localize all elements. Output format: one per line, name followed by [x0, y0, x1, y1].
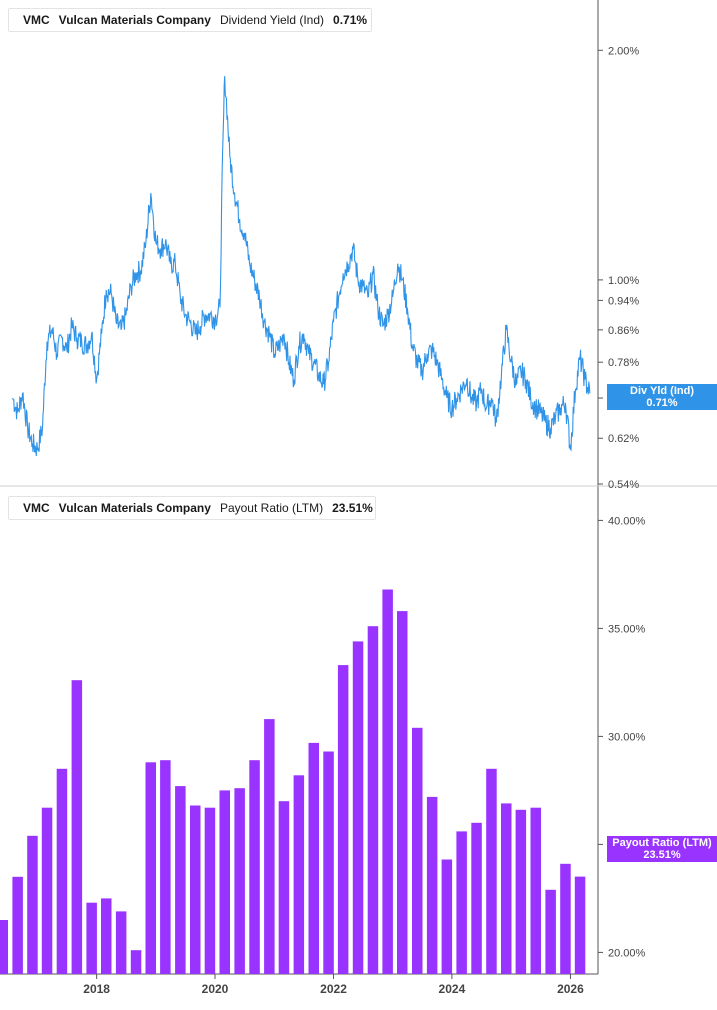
payout-bar [530, 807, 541, 974]
payout-bar [0, 920, 8, 974]
payout-bar [441, 859, 453, 974]
y-tick-label: 30.00% [608, 731, 646, 743]
bottom-legend: VMC Vulcan Materials Company Payout Rati… [8, 496, 376, 520]
payout-bar [219, 790, 230, 974]
x-tick-label: 2018 [83, 982, 110, 996]
payout-bar [486, 768, 497, 974]
payout-bar [130, 950, 142, 974]
payout-bar [352, 641, 364, 974]
y-tick-label: 0.78% [608, 357, 639, 369]
top-legend-value: 0.71% [333, 13, 368, 27]
bottom-legend-ticker: VMC [23, 501, 50, 515]
y-tick-label: 20.00% [608, 947, 646, 959]
payout-bar [71, 680, 83, 974]
bottom-panel: 40.00%35.00%30.00%25.00%20.00%2018202020… [0, 515, 646, 996]
payout-bar [101, 898, 112, 974]
payout-bar [175, 786, 186, 974]
y-tick-label: 1.00% [608, 275, 639, 287]
payout-bar [426, 796, 438, 974]
payout-bar [234, 788, 245, 974]
payout-ratio-badge-label: Payout Ratio (LTM) [612, 837, 712, 849]
payout-bar [560, 863, 571, 974]
payout-bar [323, 751, 334, 974]
payout-bar [337, 665, 349, 974]
y-tick-label: 40.00% [608, 515, 646, 527]
payout-bar [115, 911, 127, 974]
payout-bar [501, 803, 512, 974]
payout-bar [145, 762, 156, 974]
x-tick-label: 2020 [202, 982, 229, 996]
y-tick-label: 0.86% [608, 325, 639, 337]
payout-bar [412, 727, 423, 974]
payout-ratio-badge: Payout Ratio (LTM) 23.51% [607, 836, 717, 862]
y-tick-label: 0.62% [608, 433, 639, 445]
top-legend-ticker: VMC [23, 13, 50, 27]
bottom-legend-company: Vulcan Materials Company [58, 501, 211, 515]
payout-bar [56, 768, 68, 974]
x-tick-label: 2026 [557, 982, 584, 996]
payout-bar [456, 831, 467, 974]
payout-bar [574, 876, 586, 974]
y-tick-label: 0.94% [608, 295, 639, 307]
payout-bar [278, 801, 290, 974]
payout-bar [382, 589, 393, 974]
top-legend-company: Vulcan Materials Company [58, 13, 211, 27]
payout-bar [27, 835, 38, 974]
payout-bar [249, 760, 260, 974]
payout-ratio-badge-value: 23.51% [643, 849, 681, 861]
bottom-legend-metric: Payout Ratio (LTM) [219, 501, 324, 515]
payout-bar [160, 760, 171, 974]
y-tick-label: 2.00% [608, 45, 639, 57]
payout-bar [293, 775, 305, 974]
top-legend-metric: Dividend Yield (Ind) [219, 13, 325, 27]
payout-bar [397, 611, 408, 974]
div-yield-badge-value: 0.71% [646, 397, 678, 409]
payout-bar [190, 805, 201, 974]
payout-bar [545, 889, 556, 974]
payout-bar [12, 876, 23, 974]
payout-bar [471, 822, 482, 974]
y-tick-label: 35.00% [608, 623, 646, 635]
dividend-yield-line [12, 76, 591, 457]
payout-bar [367, 626, 379, 974]
div-yield-badge: Div Yld (Ind) 0.71% [607, 384, 717, 410]
y-tick-label: 0.54% [608, 479, 639, 491]
payout-bar [264, 719, 275, 974]
bottom-legend-value: 23.51% [332, 501, 373, 515]
x-tick-label: 2024 [439, 982, 466, 996]
payout-bar [86, 902, 97, 974]
x-tick-label: 2022 [320, 982, 347, 996]
payout-bar [308, 742, 319, 974]
payout-bar [204, 807, 216, 974]
payout-bar [515, 809, 527, 974]
div-yield-badge-label: Div Yld (Ind) [630, 385, 694, 397]
payout-bar [41, 807, 53, 974]
top-legend: VMC Vulcan Materials Company Dividend Yi… [8, 8, 372, 32]
